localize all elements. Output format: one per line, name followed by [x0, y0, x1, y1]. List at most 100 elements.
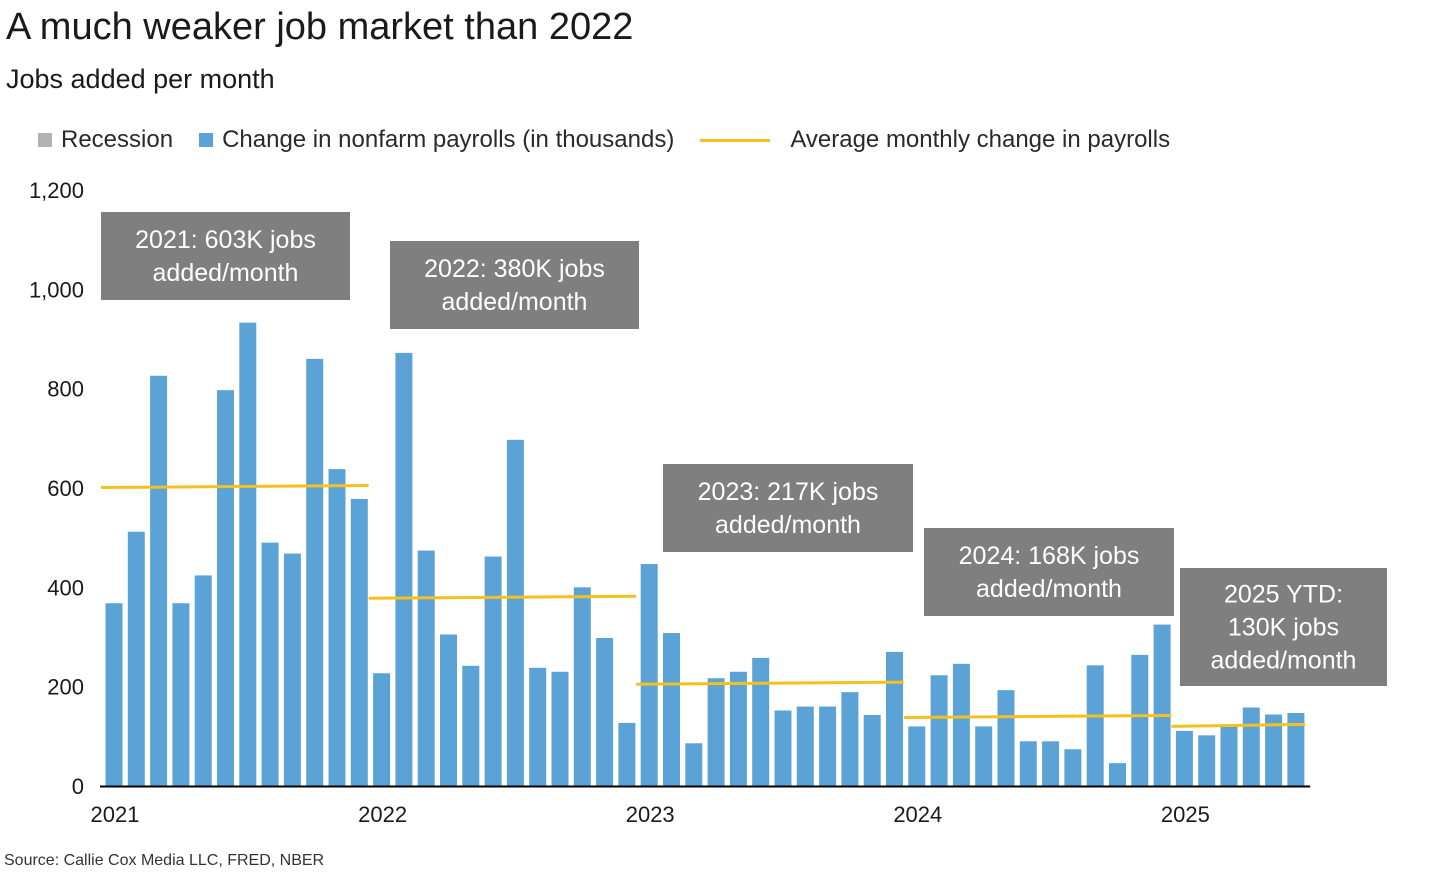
bar — [1220, 726, 1238, 786]
bar — [1265, 714, 1283, 786]
average-line — [100, 484, 369, 490]
annotation-text: 2024: 168K jobs — [959, 542, 1140, 570]
bar — [618, 722, 636, 786]
x-tick-label: 2023 — [626, 802, 675, 827]
bar — [573, 587, 591, 786]
bar — [752, 657, 770, 786]
bar — [350, 498, 368, 786]
bar — [1287, 712, 1305, 786]
average-lines — [100, 484, 1306, 728]
bar — [217, 390, 234, 786]
legend: Recession Change in nonfarm payrolls (in… — [38, 124, 1196, 156]
bars — [105, 322, 1305, 786]
bar — [1153, 624, 1171, 786]
bar — [952, 663, 970, 786]
y-tick-label: 400 — [47, 575, 84, 600]
bar — [596, 637, 614, 786]
bar — [640, 563, 658, 786]
legend-label-payrolls: Change in nonfarm payrolls (in thousands… — [222, 126, 675, 153]
annotation-box: 2023: 217K jobs added/month — [663, 464, 913, 552]
y-tick-label: 800 — [47, 377, 84, 402]
legend-swatch-recession — [38, 133, 52, 147]
bar — [1019, 741, 1037, 786]
bar — [707, 678, 725, 786]
bar — [796, 706, 814, 786]
bar — [1242, 707, 1260, 786]
legend-swatch-payrolls — [199, 133, 214, 147]
bar — [306, 358, 324, 786]
y-tick-label: 1,200 — [29, 178, 84, 203]
annotation-background — [390, 241, 639, 329]
legend-item-recession: Recession — [38, 126, 173, 154]
x-tick-label: 2021 — [91, 802, 140, 827]
annotation-background — [1180, 568, 1387, 686]
bar — [440, 634, 457, 786]
annotation-text: added/month — [976, 575, 1122, 603]
bar — [261, 542, 279, 786]
x-tick-label: 2025 — [1161, 802, 1210, 827]
annotation-text: added/month — [1211, 647, 1357, 675]
y-tick-label: 200 — [47, 675, 84, 700]
bar — [105, 603, 123, 786]
bar — [417, 550, 435, 786]
bar — [685, 743, 703, 786]
bar — [150, 375, 168, 786]
annotation-background — [663, 464, 913, 552]
annotation-text: 2023: 217K jobs — [698, 478, 879, 506]
bar — [1175, 730, 1193, 786]
legend-item-average: Average monthly change in payrolls — [700, 126, 1170, 154]
y-tick-label: 0 — [72, 774, 84, 799]
bar — [373, 673, 391, 786]
y-tick-label: 1,000 — [29, 277, 84, 302]
legend-swatch-average — [700, 138, 771, 142]
bar — [1131, 654, 1149, 786]
bar — [283, 553, 301, 786]
bar — [172, 603, 190, 786]
bar — [462, 665, 480, 786]
average-line — [636, 680, 904, 686]
annotation-box: 2025 YTD: 130K jobs added/month — [1180, 568, 1387, 686]
bar — [841, 692, 859, 786]
bar — [395, 352, 413, 786]
bar — [663, 633, 680, 786]
chart-title: A much weaker job market than 2022 — [6, 6, 634, 48]
average-line — [368, 594, 637, 600]
annotation-text: 130K jobs — [1228, 614, 1339, 642]
bar — [194, 575, 212, 786]
legend-item-payrolls: Change in nonfarm payrolls (in thousands… — [199, 126, 674, 154]
y-tick-label: 600 — [47, 476, 84, 501]
x-tick-label: 2022 — [358, 802, 407, 827]
bar — [729, 671, 747, 786]
source-note: Source: Callie Cox Media LLC, FRED, NBER — [4, 852, 325, 869]
chart-subtitle: Jobs added per month — [6, 64, 275, 94]
bar — [328, 469, 346, 786]
annotation-box: 2024: 168K jobs added/month — [924, 528, 1174, 616]
legend-label-average: Average monthly change in payrolls — [790, 126, 1171, 153]
annotations: 2021: 603K jobs added/month 2022: 380K job… — [101, 212, 1387, 686]
legend-label-recession: Recession — [61, 126, 174, 153]
annotation-box: 2021: 603K jobs added/month — [101, 212, 350, 300]
bar — [1042, 741, 1060, 786]
bar — [863, 714, 881, 786]
bar — [1064, 749, 1082, 786]
bar — [1198, 735, 1216, 786]
bar — [239, 322, 257, 786]
annotation-text: 2021: 603K jobs — [135, 226, 316, 254]
bar — [529, 667, 547, 786]
annotation-background — [924, 528, 1174, 616]
x-axis-ticks: 2021 2022 2023 2024 2025 — [91, 802, 1210, 827]
annotation-text: added/month — [153, 259, 299, 287]
annotation-text: added/month — [442, 288, 588, 316]
bar — [819, 706, 837, 786]
annotation-text: 2022: 380K jobs — [424, 255, 605, 283]
x-tick-label: 2024 — [893, 802, 942, 827]
bar — [997, 690, 1015, 786]
bar — [551, 671, 569, 786]
annotation-background — [101, 212, 350, 300]
annotation-text: 2025 YTD: — [1224, 581, 1343, 609]
bar — [506, 439, 524, 786]
bar — [975, 726, 993, 786]
bar — [774, 710, 792, 786]
average-line — [1171, 722, 1306, 728]
